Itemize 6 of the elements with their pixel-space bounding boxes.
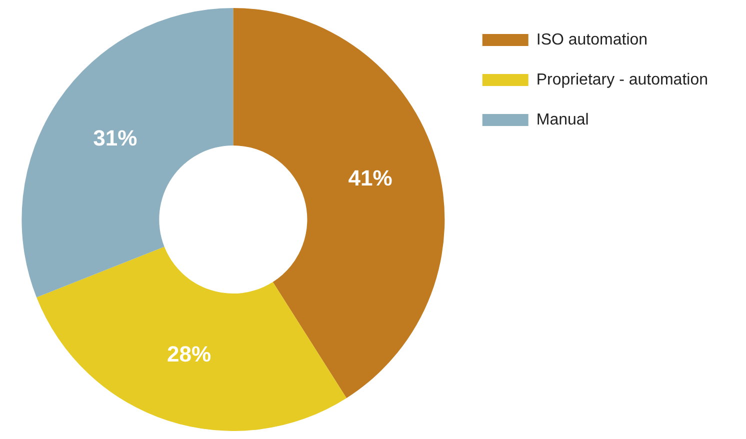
legend-label: ISO automation <box>536 31 648 48</box>
legend-label: Proprietary - automation <box>536 71 708 88</box>
data-label: 28% <box>167 341 212 366</box>
data-label: 41% <box>348 166 392 191</box>
data-label: 31% <box>93 125 138 150</box>
legend-label: Manual <box>536 111 589 128</box>
